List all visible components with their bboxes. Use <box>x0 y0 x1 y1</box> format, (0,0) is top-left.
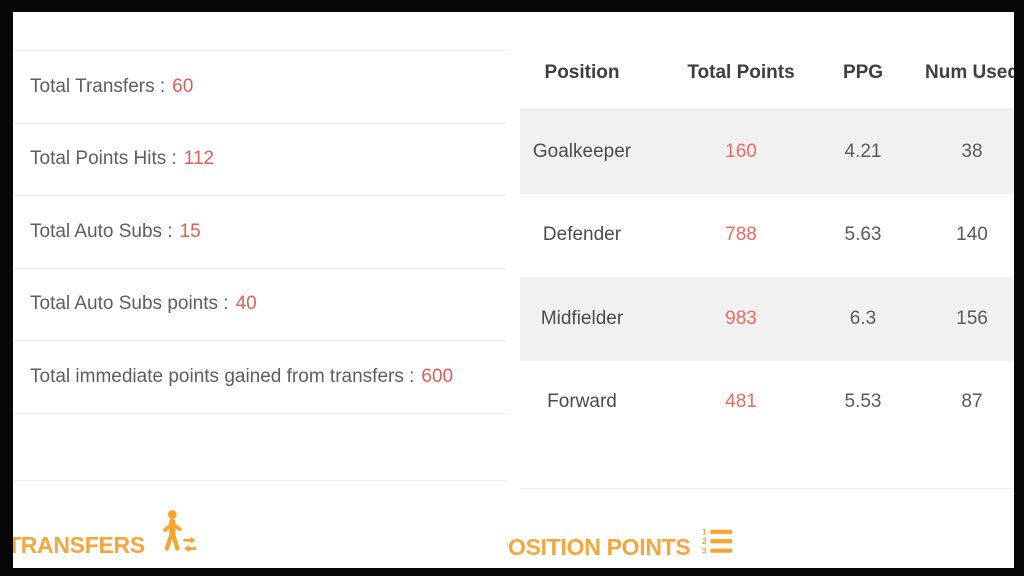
table-header-row: Position Total Points PPG Num Used <box>520 12 1014 110</box>
stat-row-immediate-points: Total immediate points gained from trans… <box>13 340 507 413</box>
empty-row <box>13 412 507 480</box>
bottom-spacer <box>507 444 1014 488</box>
stat-label: Total Auto Subs points : <box>30 293 229 315</box>
stat-row-points-hits: Total Points Hits : 112 <box>13 122 507 196</box>
table-row-forward: Forward 481 5.53 87 <box>520 361 1014 445</box>
column-header-position: Position <box>544 61 620 83</box>
stat-row-total-transfers: Total Transfers : 60 <box>13 50 507 123</box>
position-points-panel: Position Total Points PPG Num Used Goalk… <box>507 12 1014 568</box>
stat-value: 15 <box>179 220 201 242</box>
transfers-panel: Total Transfers : 60 Total Points Hits :… <box>13 12 507 568</box>
total-points-cell: 788 <box>725 224 757 246</box>
transfers-footer: TRANSFERS <box>13 479 507 569</box>
stat-value: 600 <box>421 365 454 387</box>
num-used-cell: 87 <box>961 391 983 413</box>
position-cell: Defender <box>542 224 622 246</box>
num-used-cell: 38 <box>961 140 983 162</box>
num-used-cell: 140 <box>956 224 988 246</box>
table-row-defender: Defender 788 5.63 140 <box>520 194 1014 278</box>
stat-label: Total Points Hits : <box>30 148 177 170</box>
num-used-cell: 156 <box>956 307 988 329</box>
svg-text:2: 2 <box>702 536 707 546</box>
stat-label: Total Transfers : <box>30 75 166 97</box>
ppg-cell: 5.53 <box>844 391 882 413</box>
total-points-cell: 983 <box>725 307 757 329</box>
position-cell: Forward <box>547 391 617 413</box>
table-row-midfielder: Midfielder 983 6.3 156 <box>520 277 1014 361</box>
stat-row-auto-subs: Total Auto Subs : 15 <box>13 195 507 268</box>
ppg-cell: 4.21 <box>844 140 882 162</box>
position-cell: Goalkeeper <box>532 140 632 162</box>
transfers-tab-label[interactable]: TRANSFERS <box>13 531 145 558</box>
ordered-list-icon: 1 2 3 <box>700 525 734 564</box>
svg-text:3: 3 <box>702 545 707 555</box>
stat-label: Total immediate points gained from trans… <box>30 365 415 387</box>
table-row-goalkeeper: Goalkeeper 160 4.21 38 <box>520 110 1014 194</box>
svg-text:1: 1 <box>702 526 707 536</box>
position-points-tab-label[interactable]: POSITION POINTS <box>507 534 691 560</box>
ppg-cell: 6.3 <box>849 307 877 329</box>
stat-label: Total Auto Subs : <box>30 220 173 242</box>
stat-value: 60 <box>172 75 194 97</box>
position-cell: Midfielder <box>540 307 624 329</box>
top-spacer <box>13 12 507 50</box>
position-points-footer: POSITION POINTS 1 2 3 <box>507 489 1014 568</box>
ppg-cell: 5.63 <box>844 224 882 246</box>
column-header-num-used: Num Used <box>925 61 1014 83</box>
stat-row-auto-subs-points: Total Auto Subs points : 40 <box>13 267 507 341</box>
stat-value: 112 <box>183 148 215 170</box>
total-points-cell: 481 <box>725 391 757 413</box>
person-transfer-icon <box>153 508 199 561</box>
divider <box>520 488 1014 489</box>
column-header-ppg: PPG <box>842 61 884 83</box>
column-header-total-points: Total Points <box>687 61 795 83</box>
stat-value: 40 <box>235 293 257 315</box>
total-points-cell: 160 <box>725 140 757 162</box>
